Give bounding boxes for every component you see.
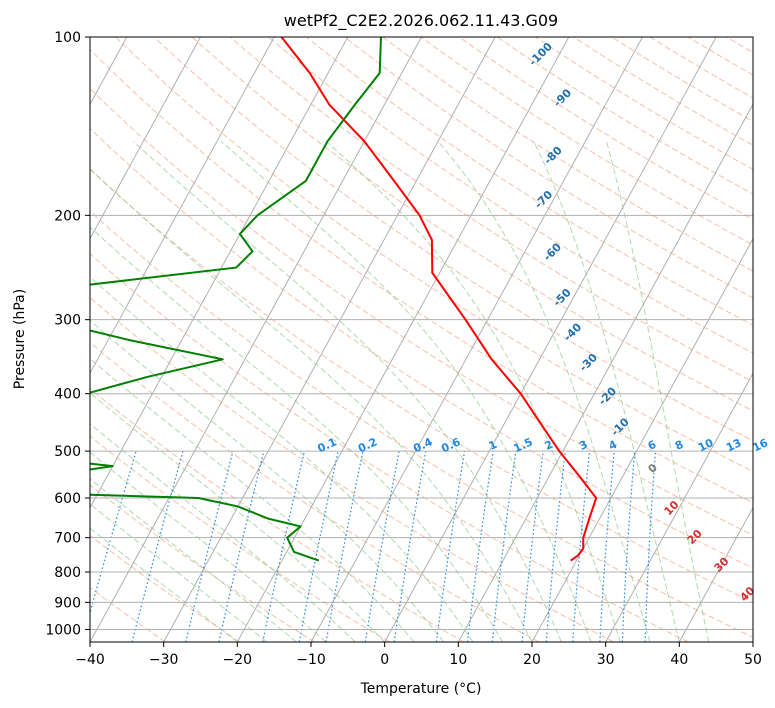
mixing-ratio-label: 10 [696,436,716,454]
x-tick-label: −30 [149,652,179,668]
dry-adiabat-line [90,387,465,642]
mixing-ratio-line [262,450,305,642]
isotherm-line [457,103,753,642]
y-tick-label: 300 [54,313,81,329]
y-tick-label: 600 [54,491,81,507]
isotherm-line [531,237,753,642]
y-axis-label: Pressure (hPa) [12,289,28,389]
isotherm-line [90,37,422,642]
dry-adiabat-line [420,37,753,246]
x-tick-label: −40 [75,652,105,668]
isotherm-line [384,37,717,642]
mixing-ratio-line [131,450,184,642]
x-tick-label: 20 [523,652,541,668]
dry-adiabat-line [535,37,753,170]
dry-adiabat-line [90,534,241,642]
x-tick-label: 10 [449,652,467,668]
dry-adiabat-line [573,37,753,146]
mixing-ratio-label: 16 [751,436,771,454]
mixing-ratio-line [599,451,615,642]
isotherm-line [236,37,570,642]
mixing-ratio-line [521,451,544,642]
isotherm-line [310,37,643,642]
y-tick-label: 1000 [45,622,81,638]
y-tick-label: 400 [54,387,81,403]
y-tick-label: 900 [54,595,81,611]
dry-adiabat-line [191,37,753,412]
mixing-ratio-line [466,451,494,642]
isobar-gridlines [90,37,753,630]
mixing-ratio-label: 20 [773,436,775,454]
plot-frame [89,36,754,643]
isotherm-line [678,506,753,642]
y-axis: 100 200 300 400 500 600 700 800 900 1000 [45,30,90,638]
mixing-ratio-line [90,450,137,615]
dewpoint-profile-line [90,37,382,562]
dry-adiabat-line [268,37,753,354]
x-tick-label: 30 [597,652,615,668]
dry-adiabat-line [90,253,689,642]
isotherm-line [752,640,753,642]
isotherm-line [605,372,753,642]
y-tick-label: 200 [54,208,81,224]
dry-adiabat-line [382,37,753,272]
x-tick-label: −10 [296,652,326,668]
mixing-ratio-line [185,450,234,642]
dry-adiabat-line [90,296,614,642]
dry-adiabat-line [229,37,753,383]
isotherm-line [90,37,201,240]
dry-adiabat-line [90,210,753,638]
mixing-ratio-line [218,450,265,642]
plot-background [90,37,753,642]
x-axis-label: Temperature (°C) [360,681,482,697]
x-tick-label: 50 [744,652,762,668]
dry-adiabat-line [90,484,315,642]
x-tick-label: 40 [670,652,688,668]
isotherm-line [90,37,275,375]
chart-title: wetPf2_C2E2.2026.062.11.43.G09 [284,11,558,31]
temperature-profile-line [280,37,598,562]
y-tick-label: 100 [54,30,81,46]
mixing-ratio-line [545,451,566,642]
dry-adiabat-line [90,168,753,603]
mixing-ratio-line [435,451,466,642]
mixing-ratio-line [491,451,517,642]
x-tick-label: −20 [223,652,253,668]
dry-adiabat-line [90,341,540,642]
isotherm-line [90,37,349,509]
y-tick-label: 800 [54,565,81,581]
dry-adiabat-line [90,127,753,569]
dry-adiabat-line [764,37,775,642]
mixing-ratio-label: 13 [724,436,743,454]
x-tick-label: 0 [380,652,389,668]
sounding-profiles [90,37,598,562]
isotherm-line [163,37,496,642]
dry-adiabat-line [153,37,753,442]
y-tick-label: 500 [54,444,81,460]
y-tick-label: 700 [54,531,81,547]
x-axis: −40 −30 −20 −10 0 10 20 30 40 50 [75,642,762,668]
dry-adiabat-line [115,37,753,473]
mixing-ratio-line [572,451,591,642]
